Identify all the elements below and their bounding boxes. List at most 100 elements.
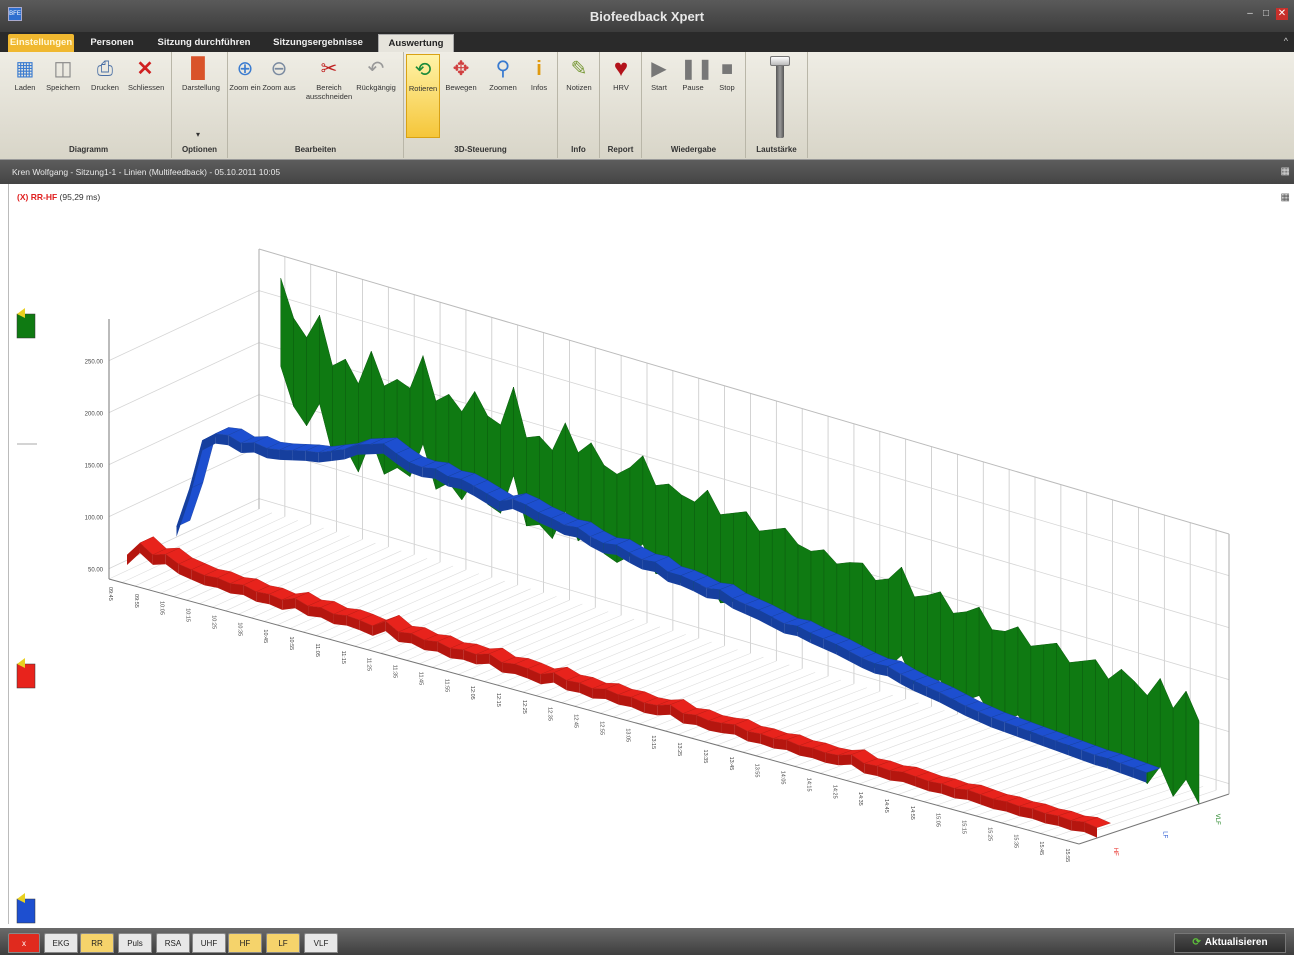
hf-ribbon-face	[566, 680, 580, 693]
vlf-area-segment	[849, 562, 863, 652]
zoom-in-icon: ⊕	[236, 58, 254, 80]
3d-chart[interactable]: 50.00 100.00 150.00 200.00 250.00 09:45 09:55 1…	[9, 184, 1294, 924]
bereich-ausschneiden-button[interactable]: ✂ Bereich ausschneiden	[305, 58, 353, 101]
window-title: Biofeedback Xpert	[589, 9, 705, 24]
speichern-button[interactable]: ◫ Speichern	[46, 58, 80, 92]
lf-ribbon-face	[461, 479, 474, 496]
lf-ribbon-face	[1120, 763, 1134, 778]
btab-x[interactable]: x	[8, 933, 40, 953]
panel-options-icon[interactable]: ▦	[1280, 192, 1290, 203]
start-button[interactable]: ▶ Start	[642, 54, 676, 92]
y-tick-label: 250.00	[85, 360, 104, 366]
ribbon-collapse-icon[interactable]: ^	[1283, 36, 1288, 46]
lf-ribbon-face	[642, 559, 656, 573]
hf-ribbon-face	[502, 662, 515, 675]
aktualisieren-button[interactable]: ⟳ Aktualisieren	[1174, 933, 1286, 953]
bewegen-button[interactable]: ✥ Bewegen	[445, 58, 477, 92]
lf-ribbon-face	[861, 657, 875, 674]
grid-line	[108, 394, 260, 465]
laden-button[interactable]: ▦ Laden	[8, 54, 42, 92]
lf-ribbon-face	[1094, 754, 1108, 769]
lf-ribbon-face	[939, 692, 953, 710]
undo-button[interactable]: ↶ Rückgängig	[356, 58, 396, 92]
x-tick-label: 15:35	[1012, 834, 1018, 848]
x-tick-label: 13:05	[624, 728, 630, 742]
zoomen-button[interactable]: ⚲ Zoomen	[489, 58, 517, 92]
minimize-icon[interactable]: –	[1247, 8, 1253, 19]
notizen-button[interactable]: ✎ Notizen	[566, 58, 592, 92]
lf-ribbon-face	[422, 467, 436, 479]
lf-ribbon-face	[590, 536, 604, 554]
hf-ribbon-face	[540, 672, 554, 685]
lf-ribbon-face	[913, 680, 927, 697]
pause-icon: ❚❚	[680, 58, 714, 80]
floor-grid-line	[173, 527, 324, 597]
zoom-out-button[interactable]: ⊖ Zoom aus	[262, 58, 296, 92]
infos-button[interactable]: i Infos	[522, 54, 556, 92]
lf-ribbon-face	[629, 552, 643, 570]
maximize-icon[interactable]: □	[1262, 8, 1270, 19]
stop-icon: ■	[720, 58, 734, 80]
lf-ribbon-face	[189, 440, 203, 499]
btab-vlf[interactable]: VLF	[304, 933, 338, 953]
group-label-optionen: Optionen	[181, 145, 218, 154]
drucken-button[interactable]: ⎙ Drucken	[91, 58, 119, 92]
tab-sitzung-durchfuehren[interactable]: Sitzung durchführen	[157, 37, 251, 48]
btab-ekg[interactable]: EKG	[44, 933, 78, 953]
schliessen-button[interactable]: ✕ Schliessen	[128, 58, 165, 92]
vlf-area-segment	[965, 606, 980, 701]
btab-rsa[interactable]: RSA	[156, 933, 190, 953]
stop-button[interactable]: ■ Stop	[710, 54, 744, 92]
x-tick-label: 09:45	[107, 587, 113, 601]
btab-lf[interactable]: LF	[266, 933, 300, 953]
lf-ribbon-face	[874, 663, 888, 677]
tab-personen[interactable]: Personen	[90, 37, 134, 48]
group-bearbeiten: ⊕ Zoom ein ⊖ Zoom aus ✂ Bereich ausschneide…	[228, 52, 404, 158]
hrv-button[interactable]: ♥ HRV	[604, 54, 638, 93]
hf-ribbon-face	[398, 631, 412, 644]
rotieren-button[interactable]: ⟲ Rotieren	[406, 54, 440, 138]
volume-slider-thumb[interactable]	[770, 56, 790, 66]
notes-icon: ✎	[570, 58, 588, 80]
legend-label: HF	[1112, 848, 1118, 856]
darstellung-button[interactable]: ▉ Darstellung	[182, 58, 220, 92]
hf-ribbon-face	[618, 694, 632, 708]
grid-line	[258, 290, 1230, 576]
vlf-area-segment	[953, 611, 967, 702]
btab-rr[interactable]: RR	[80, 933, 114, 953]
btab-hf[interactable]: HF	[228, 933, 262, 953]
hf-ribbon-face	[838, 754, 852, 766]
app-icon[interactable]: BFE	[8, 7, 22, 21]
hf-ribbon-face	[683, 713, 697, 725]
hf-ribbon-face	[657, 704, 671, 716]
btab-puls[interactable]: Puls	[118, 933, 152, 953]
close-window-icon[interactable]: ✕	[1276, 8, 1288, 20]
pause-button[interactable]: ❚❚ Pause	[680, 58, 714, 92]
tab-sitzungsergebnisse[interactable]: Sitzungsergebnisse	[273, 37, 363, 48]
lf-ribbon-face	[331, 449, 345, 461]
group-label-lautstaerke: Lautstärke	[756, 145, 797, 154]
x-tick-label: 10:25	[210, 615, 216, 629]
group-info: ✎ Notizen Info	[558, 52, 600, 158]
tab-einstellungen[interactable]: Einstellungen	[8, 34, 74, 52]
tab-auswertung[interactable]: Auswertung	[378, 34, 454, 52]
hf-ribbon-face	[269, 594, 283, 610]
hf-ribbon-face	[903, 772, 916, 787]
z-axis-line	[1078, 793, 1230, 845]
hf-ribbon-face	[799, 745, 813, 759]
dropdown-arrow-icon[interactable]: ▾	[196, 130, 201, 139]
lf-ribbon-face	[512, 498, 526, 515]
lf-ribbon-face	[564, 525, 578, 538]
bottom-tab-bar: x EKG RR Puls RSA UHF HF LF VLF ⟳ Aktuali…	[0, 928, 1294, 955]
lf-ribbon-face	[254, 442, 268, 459]
volume-slider-track[interactable]	[776, 60, 784, 138]
floor-grid-line	[186, 531, 337, 601]
zoom-in-button[interactable]: ⊕ Zoom ein	[229, 58, 261, 92]
group-label-bearbeiten: Bearbeiten	[294, 145, 337, 154]
hf-ribbon-face	[734, 724, 748, 742]
panel-restore-icon[interactable]: ▦	[1280, 166, 1290, 177]
hf-ribbon-face	[967, 789, 981, 805]
btab-uhf[interactable]: UHF	[192, 933, 226, 953]
lf-ribbon-face	[383, 443, 397, 464]
